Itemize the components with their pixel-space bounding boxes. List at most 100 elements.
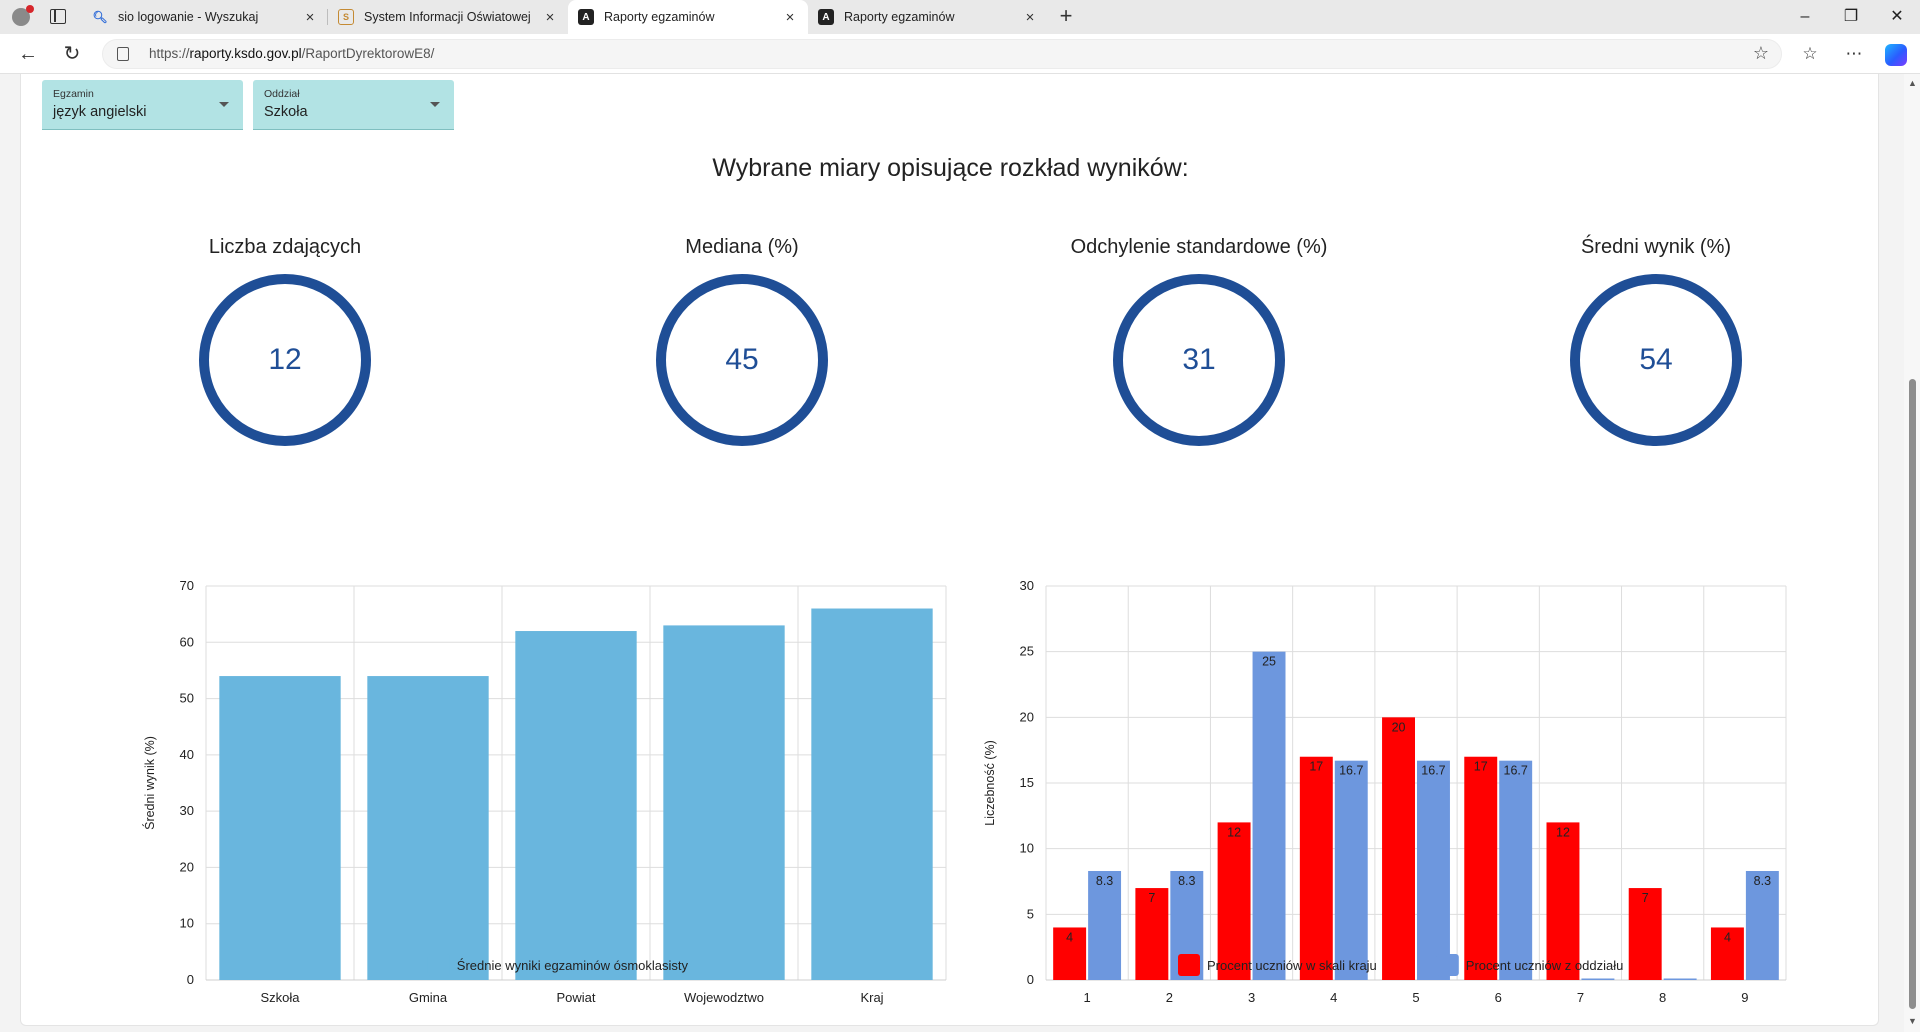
tab-separator	[327, 9, 328, 25]
y-tick-label: 20	[1020, 709, 1034, 724]
refresh-button[interactable]: ↻	[63, 43, 81, 65]
restore-button[interactable]: ❐	[1843, 8, 1859, 25]
favorite-star-icon[interactable]: ☆	[1752, 43, 1769, 63]
url-field[interactable]: https://raporty.ksdo.gov.pl/RaportDyrekt…	[102, 39, 1782, 69]
unit-select-label: Oddział	[264, 88, 300, 100]
x-tick-label: 1	[1083, 990, 1090, 1005]
back-button[interactable]: ←	[18, 43, 38, 65]
x-tick-label: Kraj	[860, 990, 883, 1005]
bar-value-label: 4	[1066, 930, 1073, 944]
scrollbar-thumb[interactable]	[1909, 379, 1916, 1009]
chart-bar	[1581, 978, 1615, 980]
chart-bar	[663, 625, 785, 980]
y-tick-label: 10	[180, 916, 194, 931]
vertical-scrollbar[interactable]: ▲ ▼	[1904, 74, 1920, 1032]
x-tick-label: Wojewodztwo	[684, 990, 764, 1005]
x-tick-label: 9	[1741, 990, 1748, 1005]
bar-value-label: 8.3	[1754, 874, 1771, 888]
tab-strip: 🔍︎ sio logowanie - Wyszukaj × S System I…	[0, 0, 1920, 34]
close-icon[interactable]: ×	[305, 8, 315, 26]
chart-bar	[1088, 870, 1122, 980]
metric-label: Odchylenie standardowe (%)	[1070, 236, 1328, 258]
site-info-icon[interactable]	[117, 47, 129, 61]
chevron-down-icon	[430, 102, 440, 107]
y-tick-label: 40	[180, 747, 194, 762]
bar-value-label: 7	[1642, 891, 1649, 905]
x-tick-label: 3	[1248, 990, 1255, 1005]
legend-label: Procent uczniów w skali kraju	[1207, 958, 1377, 973]
bar-value-label: 16.7	[1339, 764, 1363, 778]
y-tick-label: 60	[180, 634, 194, 649]
bar-value-label: 16.7	[1504, 764, 1528, 778]
metric-label: Liczba zdających	[208, 236, 362, 258]
chart-bar	[1663, 978, 1697, 980]
tab-search[interactable]: 🔍︎ sio logowanie - Wyszukaj ×	[82, 0, 328, 34]
unit-select[interactable]: Oddział Szkoła	[253, 80, 454, 130]
y-axis-title: Średni wynik (%)	[142, 736, 157, 830]
tab-raporty-active[interactable]: A Raporty egzaminów ×	[568, 0, 808, 34]
bar-value-label: 17	[1309, 760, 1323, 774]
bar-value-label: 12	[1227, 825, 1241, 839]
chart-bar	[1546, 822, 1580, 980]
tab-sio[interactable]: S System Informacji Oświatowej ×	[328, 0, 568, 34]
report-card: Egzamin język angielski Oddział Szkoła W…	[20, 74, 1879, 1026]
close-icon[interactable]: ×	[785, 8, 795, 26]
y-axis-title: Liczebność (%)	[983, 740, 997, 825]
close-icon[interactable]: ×	[1025, 8, 1035, 26]
metric-value: 45	[656, 274, 828, 446]
bar-value-label: 8.3	[1096, 874, 1113, 888]
chart-bar	[219, 676, 341, 980]
section-heading: Wybrane miary opisujące rozkład wyników:	[712, 154, 1189, 182]
chart-bar	[1464, 756, 1498, 980]
chevron-down-icon	[219, 102, 229, 107]
metric-value: 31	[1113, 274, 1285, 446]
tab-raporty[interactable]: A Raporty egzaminów ×	[808, 0, 1048, 34]
chart-bar	[1417, 760, 1450, 980]
y-tick-label: 0	[1027, 972, 1034, 987]
bar-value-label: 20	[1392, 720, 1406, 734]
tab-actions-icon[interactable]	[50, 9, 66, 24]
legend-swatch	[1436, 954, 1459, 976]
legend-label: Procent uczniów z oddziału	[1466, 958, 1624, 973]
new-tab-button[interactable]: +	[1059, 3, 1073, 28]
scroll-up-icon[interactable]: ▲	[1908, 78, 1917, 88]
chart-bar	[1745, 870, 1779, 980]
favorites-icon[interactable]: ☆	[1802, 44, 1818, 63]
x-tick-label: 4	[1330, 990, 1337, 1005]
sio-icon: S	[338, 9, 354, 25]
close-window-button[interactable]: ✕	[1890, 8, 1904, 25]
chart-bar	[1217, 822, 1251, 980]
average-results-chart: 0 10 20 30 40 50 60 70 Szkoła Gmina Powiat Wojewodz…	[142, 578, 947, 1005]
x-tick-label: Szkoła	[260, 990, 300, 1005]
page-viewport: Egzamin język angielski Oddział Szkoła W…	[0, 74, 1904, 1032]
unit-select-value: Szkoła	[264, 104, 308, 120]
search-icon: 🔍︎	[92, 10, 108, 24]
y-tick-label: 5	[1027, 906, 1034, 921]
y-tick-label: 70	[180, 578, 194, 593]
y-tick-label: 15	[1020, 775, 1034, 790]
y-tick-label: 25	[1020, 644, 1034, 659]
metric-label: Mediana (%)	[685, 236, 799, 258]
profile-avatar-icon[interactable]	[12, 5, 34, 26]
copilot-icon[interactable]	[1885, 44, 1907, 66]
close-icon[interactable]: ×	[545, 8, 555, 26]
x-tick-label: 8	[1659, 990, 1666, 1005]
x-tick-label: Powiat	[556, 990, 595, 1005]
chart-bar	[1135, 888, 1169, 980]
url-text: https://raporty.ksdo.gov.pl/RaportDyrekt…	[149, 46, 435, 61]
chart-bar	[1710, 927, 1744, 980]
chart-bar	[811, 608, 933, 980]
x-tick-label: 5	[1412, 990, 1419, 1005]
exam-select[interactable]: Egzamin język angielski	[42, 80, 243, 130]
bar-value-label: 7	[1148, 891, 1155, 905]
scroll-down-icon[interactable]: ▼	[1908, 1016, 1917, 1026]
bar-value-label: 25	[1262, 655, 1276, 669]
tab-title: Raporty egzaminów	[604, 10, 715, 24]
bar-value-label: 16.7	[1421, 764, 1445, 778]
minimize-button[interactable]: –	[1800, 8, 1810, 25]
tab-title: System Informacji Oświatowej	[364, 10, 531, 24]
more-options-icon[interactable]: ⋯	[1845, 44, 1863, 63]
address-bar: ← ↻ https://raporty.ksdo.gov.pl/RaportDy…	[0, 34, 1920, 74]
angular-icon: A	[818, 9, 834, 25]
